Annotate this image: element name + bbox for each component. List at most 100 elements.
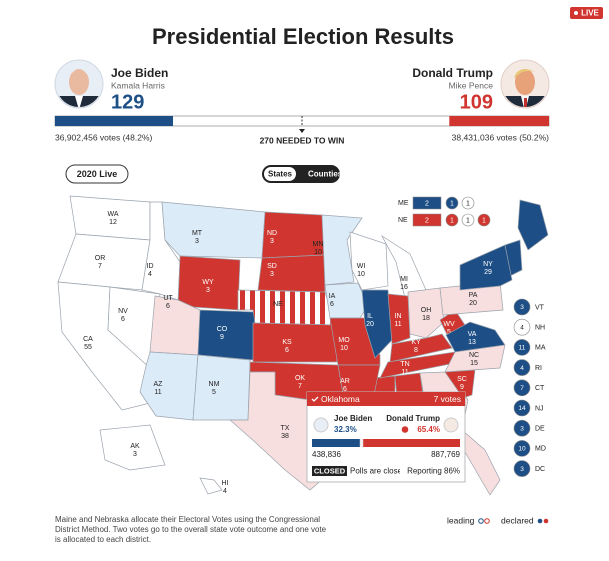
small-state-circle[interactable] bbox=[513, 359, 531, 376]
status-badge bbox=[312, 466, 347, 476]
state-abbr: ID bbox=[147, 263, 154, 270]
split-circle bbox=[445, 196, 459, 210]
state-abbr: OR bbox=[95, 255, 106, 262]
tooltip-votes: 7 votes bbox=[434, 394, 461, 404]
winner-icon bbox=[401, 426, 409, 433]
year-button-label[interactable]: 2020 Live bbox=[77, 169, 118, 179]
view-toggle[interactable]: States Counties bbox=[262, 165, 343, 183]
state-votes: 9 bbox=[220, 334, 224, 341]
toggle-option[interactable]: States bbox=[268, 170, 293, 179]
state-shape[interactable] bbox=[197, 309, 256, 361]
state-abbr: VA bbox=[468, 331, 477, 338]
state-abbr: CA bbox=[83, 336, 93, 343]
state-abbr: ND bbox=[267, 230, 277, 237]
small-state-circle[interactable] bbox=[513, 298, 531, 316]
state-abbr: IN bbox=[395, 313, 402, 320]
live-text: LIVE bbox=[581, 9, 599, 18]
state-abbr: KS bbox=[282, 339, 292, 346]
small-state-abbr: DC bbox=[535, 466, 545, 473]
legend-swatch bbox=[478, 518, 484, 524]
small-state-circle[interactable] bbox=[513, 399, 531, 417]
toggle-option[interactable]: Counties bbox=[308, 170, 343, 179]
state-shape[interactable] bbox=[445, 321, 506, 353]
candidate-name: Joe Biden bbox=[111, 66, 168, 80]
state-votes: 6 bbox=[285, 347, 289, 354]
electoral-votes: 129 bbox=[111, 91, 144, 113]
state-abbr: MN bbox=[313, 241, 324, 248]
small-state-abbr: NH bbox=[535, 325, 545, 332]
tooltip-photo bbox=[443, 417, 459, 433]
state-votes: 12 bbox=[109, 219, 117, 226]
small-state-circle[interactable] bbox=[513, 379, 531, 397]
small-state-circle[interactable] bbox=[513, 440, 531, 457]
state-shape[interactable] bbox=[199, 477, 223, 495]
state-abbr: NC bbox=[469, 352, 479, 359]
ev-bar bbox=[55, 116, 174, 126]
state-shape[interactable] bbox=[349, 231, 389, 291]
tooltip-candidate: Donald Trump bbox=[386, 414, 440, 423]
year-button[interactable] bbox=[65, 164, 129, 184]
small-state-circle[interactable] bbox=[513, 318, 531, 336]
state-shape[interactable] bbox=[517, 199, 549, 251]
toggle-active[interactable] bbox=[264, 167, 296, 181]
small-state-circle[interactable] bbox=[513, 419, 531, 437]
state-abbr: NM bbox=[209, 381, 220, 388]
state-shape[interactable] bbox=[387, 293, 411, 345]
footnote: Maine and Nebraska allocate their Electo… bbox=[55, 515, 320, 524]
state-shape[interactable] bbox=[252, 322, 338, 363]
state-abbr: WI bbox=[357, 263, 366, 270]
small-state-abbr: MD bbox=[535, 446, 546, 453]
state-abbr: SC bbox=[457, 376, 467, 383]
state-votes: 11 bbox=[401, 369, 408, 376]
state-abbr: NY bbox=[483, 261, 493, 268]
small-state-abbr: NJ bbox=[535, 405, 544, 412]
split-votes: 1 bbox=[466, 217, 470, 224]
small-state-abbr: MA bbox=[535, 345, 546, 352]
state-votes: 10 bbox=[340, 345, 348, 352]
tooltip-candidate: Joe Biden bbox=[334, 414, 372, 423]
state-votes: 38 bbox=[281, 433, 289, 440]
us-map: WA12OR7CA55NV6ID4MT3WY3UT6CO9AZ11NM5ND3S… bbox=[57, 195, 549, 496]
small-state-circle[interactable] bbox=[513, 460, 531, 477]
state-votes: 6 bbox=[166, 303, 170, 310]
state-shape[interactable] bbox=[192, 354, 251, 421]
small-state-votes: 4 bbox=[520, 365, 524, 372]
state-shape[interactable] bbox=[99, 424, 166, 471]
state-votes: 15 bbox=[470, 360, 478, 367]
state-shape[interactable] bbox=[161, 201, 266, 259]
tooltip-photo bbox=[313, 417, 329, 433]
small-state-circle[interactable] bbox=[513, 339, 531, 356]
state-shape[interactable] bbox=[407, 287, 445, 339]
state-votes: 55 bbox=[84, 344, 92, 351]
split-abbr: NE bbox=[398, 217, 408, 224]
state-votes: 3 bbox=[195, 238, 199, 245]
state-votes: 18 bbox=[422, 315, 430, 322]
split-votes: 2 bbox=[425, 200, 429, 207]
small-state-votes: 14 bbox=[518, 405, 526, 412]
small-state-votes: 7 bbox=[520, 385, 524, 392]
state-votes: 7 bbox=[98, 263, 102, 270]
state-abbr: WY bbox=[202, 279, 214, 286]
running-mate: Mike Pence bbox=[449, 80, 494, 90]
state-shape[interactable] bbox=[389, 333, 453, 363]
state-shape[interactable] bbox=[139, 351, 199, 421]
state-votes: 4 bbox=[223, 488, 227, 495]
state-shape[interactable] bbox=[444, 344, 506, 373]
state-votes: 9 bbox=[460, 384, 464, 391]
state-votes: 6 bbox=[343, 386, 347, 393]
split-circle bbox=[461, 213, 475, 227]
state-abbr: AR bbox=[340, 378, 350, 385]
state-shape[interactable] bbox=[444, 369, 476, 399]
split-votes: 2 bbox=[425, 217, 429, 224]
state-shape[interactable] bbox=[459, 244, 513, 291]
footnote: is allocated to each district. bbox=[55, 535, 151, 544]
state-votes: 13 bbox=[468, 339, 476, 346]
live-dot bbox=[574, 11, 578, 15]
state-shape[interactable] bbox=[57, 233, 151, 291]
state-shape[interactable] bbox=[361, 289, 393, 359]
small-state-abbr: VT bbox=[535, 304, 545, 311]
state-votes: 10 bbox=[314, 249, 322, 256]
state-shape[interactable] bbox=[257, 254, 326, 293]
reporting-text: Reporting 86% bbox=[407, 467, 460, 476]
state-votes: 4 bbox=[148, 271, 152, 278]
